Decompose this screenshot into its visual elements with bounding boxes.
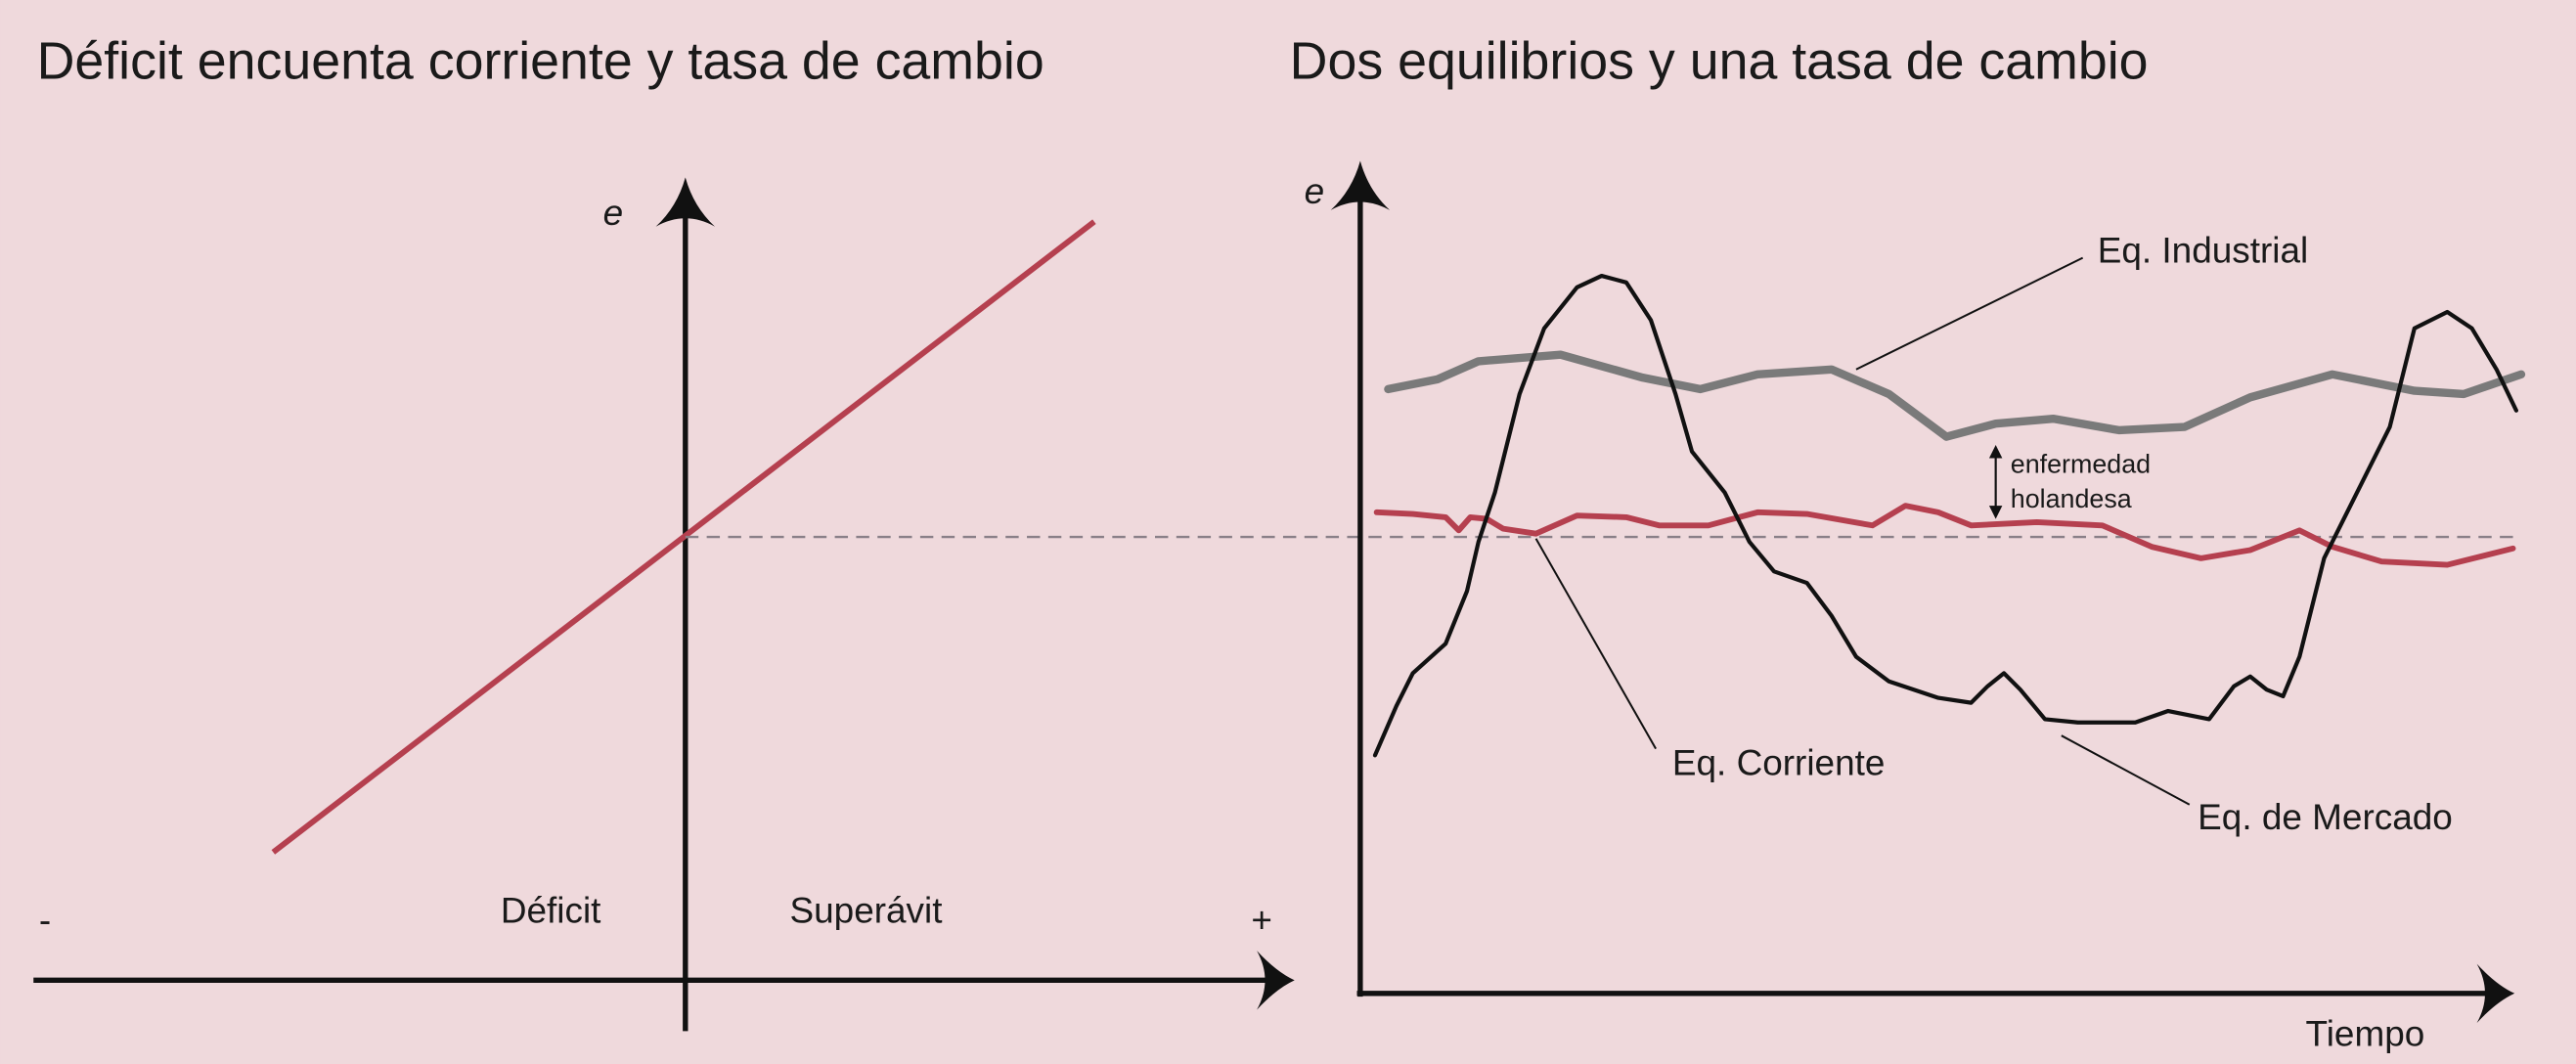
axis-label: e <box>1305 171 1325 211</box>
corriente-curve <box>1373 503 2516 568</box>
axis-label: Tiempo <box>2306 1014 2425 1054</box>
arrowhead <box>1257 951 1295 1010</box>
curve-label: Eq. Corriente <box>1672 742 1886 782</box>
gap-label: holandesa <box>2011 484 2132 513</box>
arrowhead <box>1330 160 1391 210</box>
region-label: Déficit <box>501 891 601 931</box>
mercado-curve <box>1372 273 2518 758</box>
arrowhead <box>2476 963 2515 1024</box>
arrowhead <box>655 177 716 227</box>
axis-label: e <box>603 193 624 233</box>
industrial-curve <box>1384 350 2526 441</box>
axis-label: - <box>39 901 51 941</box>
leader-line <box>1855 256 2084 371</box>
panel-title: Dos equilibrios y una tasa de cambio <box>1290 32 2149 91</box>
gap-label: enfermedad <box>2011 450 2151 479</box>
red-line <box>271 219 1096 855</box>
right-panel: Dos equilibrios y una tasa de cambio e T… <box>1290 32 2526 1054</box>
left-panel: Déficit encuenta corriente y tasa de cam… <box>33 32 1295 1032</box>
curve-label: Eq. de Mercado <box>2198 797 2453 837</box>
leader-line <box>2061 734 2191 806</box>
axis-label: + <box>1251 901 1272 941</box>
region-label: Superávit <box>790 891 943 931</box>
curve-label: Eq. Industrial <box>2098 231 2308 271</box>
leader-line <box>1534 538 1657 750</box>
panel-title: Déficit encuenta corriente y tasa de cam… <box>37 32 1044 91</box>
